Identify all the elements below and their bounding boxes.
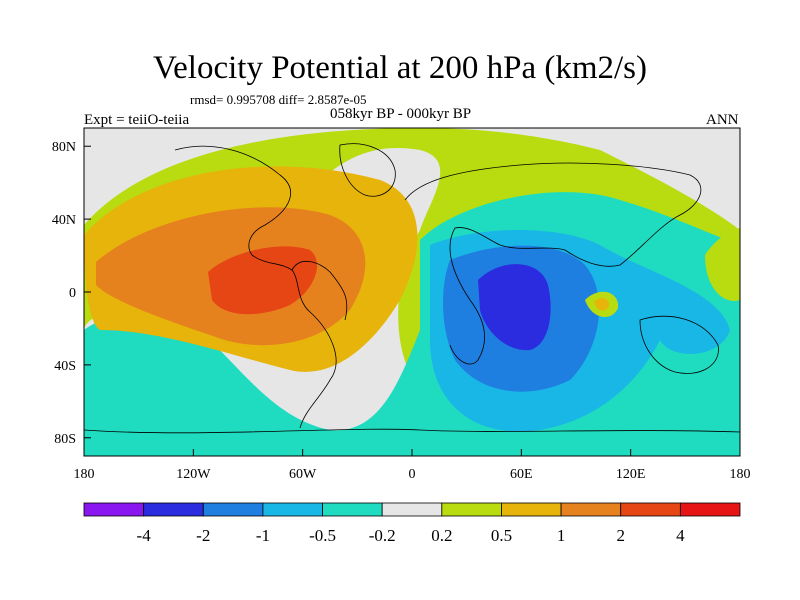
experiment-label: Expt = teiiO-teiia [84,112,190,128]
field-redorange-region [208,246,318,315]
y-tick-label: 80N [52,140,76,155]
y-axis: 80N 40N 0 40S 80S [52,140,91,447]
y-tick-label: 80S [54,432,76,447]
colorbar-label: 0.2 [431,526,452,545]
x-tick-label: 180 [74,467,95,482]
x-axis: 180 120W 60W 0 60E 120E 180 [74,449,751,482]
colorbar-swatch [262,502,323,517]
colorbar-swatch [679,502,741,517]
x-tick-label: 120E [616,467,646,482]
colorbar-swatch [381,502,443,517]
y-tick-label: 40N [52,213,76,228]
colorbar-swatch [560,502,622,517]
x-tick-label: 60W [289,467,317,482]
field-teal-region [84,312,420,456]
colorbar-swatch [501,502,562,517]
stats-line: rmsd= 0.995708 diff= 2.8587e-05 [190,92,367,107]
colorbar-label: -4 [137,526,152,545]
x-tick-label: 120W [176,467,211,482]
colorbar-swatch [620,502,681,517]
plot-title: Velocity Potential at 200 hPa (km2/s) [152,50,648,86]
colorbar-swatch [322,502,383,517]
colorbar-label: -1 [256,526,270,545]
y-tick-label: 40S [54,359,76,374]
colorbar: -4 -2 -1 -0.5 -0.2 0.2 0.5 1 2 4 [83,502,741,545]
colorbar-label: 2 [616,526,625,545]
contour-field [84,128,740,456]
subtitle: 058kyr BP - 000kyr BP [330,106,472,122]
x-tick-label: 60E [510,467,533,482]
season-label: ANN [706,112,739,128]
colorbar-swatch [143,502,204,517]
field-small-gold-core [594,298,610,311]
colorbar-swatch [441,502,502,517]
colorbar-swatch [83,502,145,517]
colorbar-swatch [202,502,264,517]
x-tick-label: 180 [730,467,751,482]
colorbar-label: -0.5 [309,526,336,545]
colorbar-label: -0.2 [369,526,396,545]
field-lime-east [705,228,740,301]
field-deepblue-region [478,264,551,351]
x-tick-label: 0 [409,467,416,482]
colorbar-label: 4 [676,526,685,545]
coastlines [84,143,740,434]
colorbar-label: 0.5 [491,526,512,545]
y-tick-label: 0 [69,286,76,301]
colorbar-label: -2 [196,526,210,545]
colorbar-label: 1 [557,526,566,545]
